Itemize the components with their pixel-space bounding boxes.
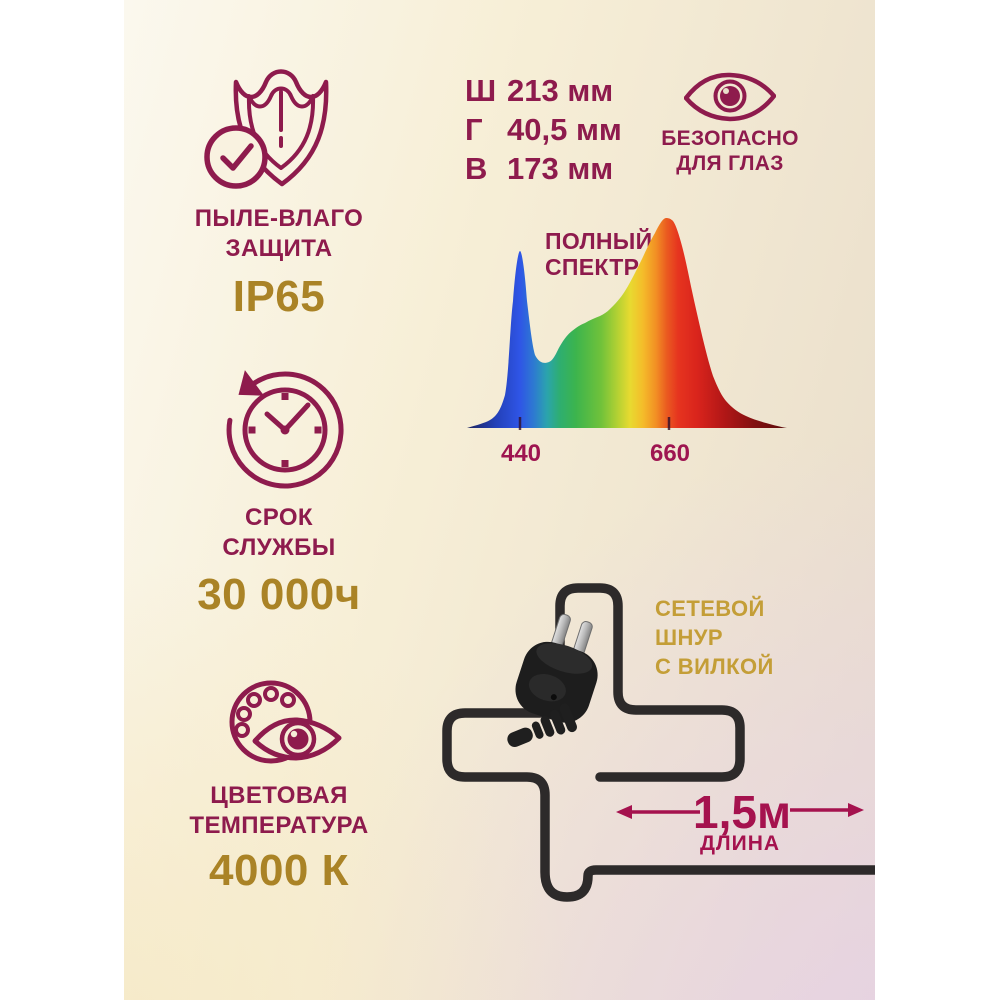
power-cord-title: СЕТЕВОЙ ШНУР С ВИЛКОЙ [655, 596, 774, 679]
infographic-background: ПЫЛЕ-ВЛАГО ЗАЩИТА IP65 СРОК СЛУЖБЫ 30 00… [124, 0, 875, 1000]
power-plug [507, 613, 598, 748]
service-life-value: 30 000ч [197, 570, 361, 619]
eye-safety-title: БЕЗОПАСНО ДЛЯ ГЛАЗ [661, 127, 799, 175]
spectrum-area [467, 218, 787, 428]
color-temperature-value: 4000 К [209, 846, 349, 895]
arrow-right-head-icon [848, 803, 864, 817]
length-arrows [616, 803, 864, 819]
service-life-title: СРОК СЛУЖБЫ [222, 504, 336, 561]
power-cord-illustration: 1,5м ДЛИНА [442, 583, 875, 902]
dimensions-block: Ш 213 мм Г 40,5 мм В 173 мм [465, 71, 622, 188]
dust-protection-value: IP65 [232, 272, 326, 321]
dimension-row: Г 40,5 мм [465, 110, 622, 149]
dimension-row: В 173 мм [465, 149, 622, 188]
tick-label-440: 440 [501, 440, 541, 465]
dimension-label: В [465, 150, 488, 186]
dust-protection-title: ПЫЛЕ-ВЛАГО ЗАЩИТА [194, 205, 364, 262]
eye-icon [684, 72, 776, 122]
arrow-left-head-icon [616, 805, 632, 819]
palette-eye-icon [229, 680, 342, 764]
shield-check-icon [204, 69, 329, 189]
cord-length-label: ДЛИНА [700, 832, 780, 855]
tick-label-660: 660 [650, 440, 690, 465]
dimension-value: 40,5 мм [507, 111, 622, 147]
dimension-label: Ш [465, 72, 497, 108]
cord-length-value: 1,5м [693, 786, 791, 838]
power-cord-wire [442, 583, 875, 902]
dimension-label: Г [465, 111, 483, 147]
strain-relief [507, 703, 578, 748]
dimension-row: Ш 213 мм [465, 71, 622, 110]
color-temperature-title: ЦВЕТОВАЯ ТЕМПЕРАТУРА [189, 782, 369, 839]
spectrum-chart: 440 660 [467, 218, 787, 465]
dimension-value: 213 мм [507, 72, 614, 108]
clock-history-icon [226, 370, 344, 489]
dimension-value: 173 мм [507, 150, 614, 186]
